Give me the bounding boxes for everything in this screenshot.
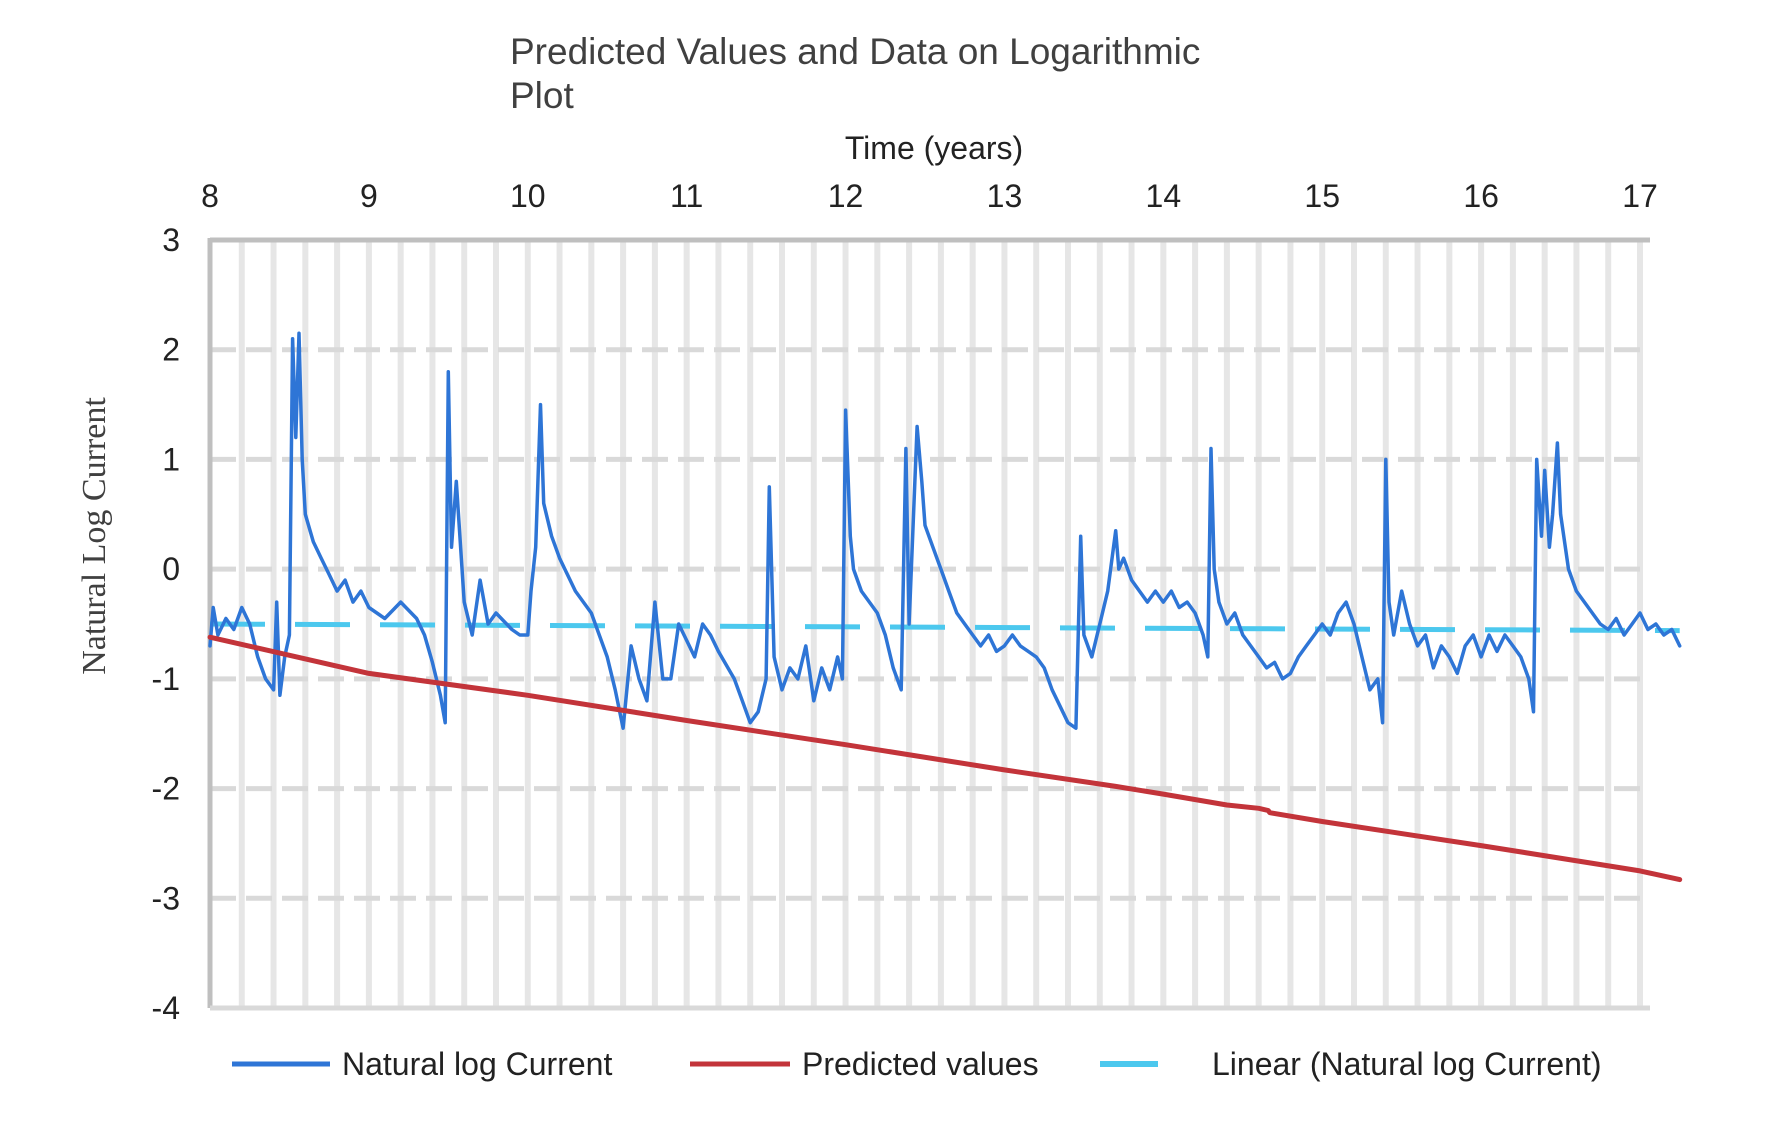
x-axis-title: Time (years) xyxy=(845,130,1023,166)
y-tick-label: -2 xyxy=(152,771,180,807)
y-axis-title: Natural Log Current xyxy=(76,397,113,675)
x-tick-label: 12 xyxy=(828,178,864,214)
x-tick-label: 14 xyxy=(1146,178,1182,214)
series-group xyxy=(207,331,1683,883)
legend-label-natural-log-current: Natural log Current xyxy=(342,1046,612,1082)
y-tick-label: 3 xyxy=(162,222,180,258)
x-tick-label: 16 xyxy=(1463,178,1499,214)
y-tick-labels: 3 2 1 0 -1 -2 -3 -4 xyxy=(152,222,180,1026)
y-tick-label: -4 xyxy=(152,990,180,1026)
y-tick-label: -1 xyxy=(152,661,180,697)
x-tick-label: 11 xyxy=(670,178,703,214)
y-tick-label: 2 xyxy=(162,332,180,368)
legend: Natural log Current Predicted values Linea… xyxy=(232,1046,1602,1082)
x-tick-label: 9 xyxy=(360,178,378,214)
axes xyxy=(207,237,1650,1011)
series-line-linear-natural-log-current xyxy=(209,621,1680,634)
x-tick-label: 8 xyxy=(201,178,219,214)
x-tick-label: 10 xyxy=(510,178,546,214)
y-tick-label: -3 xyxy=(152,880,180,916)
y-tick-label: 1 xyxy=(162,441,180,477)
x-tick-labels: 8 9 10 11 12 13 14 15 16 17 xyxy=(201,178,1658,214)
series-line-predicted-values xyxy=(207,634,1683,883)
grid xyxy=(210,237,1650,1008)
x-tick-label: 15 xyxy=(1304,178,1340,214)
legend-label-predicted-values: Predicted values xyxy=(802,1046,1039,1082)
chart-title-line-1: Predicted Values and Data on Logarithmic xyxy=(510,31,1200,72)
series-line-natural-log-current xyxy=(208,331,1682,730)
y-tick-label: 0 xyxy=(162,551,180,587)
x-tick-label: 17 xyxy=(1622,178,1658,214)
chart-title-line-2: Plot xyxy=(510,75,574,116)
x-tick-label: 13 xyxy=(987,178,1023,214)
legend-label-linear-natural-log-current: Linear (Natural log Current) xyxy=(1212,1046,1602,1082)
